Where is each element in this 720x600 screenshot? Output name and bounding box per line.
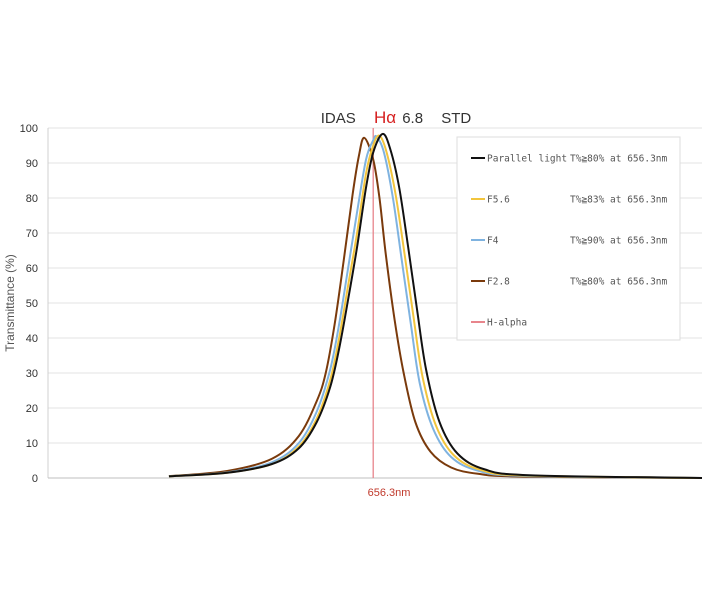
chart-title: IDAS Hα 6.8 STD [321, 108, 472, 127]
legend-label-h-alpha: H-alpha [487, 318, 527, 329]
y-tick-labels: 0 10 20 30 40 50 60 70 80 90 100 [20, 123, 38, 485]
legend-label-f4: F4 [487, 236, 499, 247]
y-tick-80: 80 [26, 193, 38, 205]
y-tick-0: 0 [32, 473, 38, 485]
title-accent: Hα [374, 108, 396, 127]
y-axis-label: Transmittance (%) [3, 254, 17, 352]
series-line-parallel-light [168, 132, 703, 479]
title-prefix: IDAS [321, 110, 356, 127]
legend-note-parallel-light: T%≧80% at 656.3nm [570, 154, 668, 165]
legend-box [456, 136, 681, 341]
legend-label-parallel-light: Parallel light [487, 154, 567, 165]
title-suffix: 6.8 [402, 110, 423, 127]
series-layer [168, 128, 703, 479]
series-line-f5-6 [168, 134, 703, 479]
legend-label-f2-8: F2.8 [487, 277, 510, 288]
y-tick-90: 90 [26, 158, 38, 170]
title-tail: STD [441, 110, 471, 127]
legend-label-f5-6: F5.6 [487, 195, 510, 206]
y-tick-20: 20 [26, 403, 38, 415]
y-tick-100: 100 [20, 123, 38, 135]
y-tick-30: 30 [26, 368, 38, 380]
legend-note-f4: T%≧90% at 656.3nm [570, 236, 668, 247]
y-tick-50: 50 [26, 298, 38, 310]
y-tick-70: 70 [26, 228, 38, 240]
series-line-f4 [168, 134, 703, 479]
legend-note-f5-6: T%≧83% at 656.3nm [570, 195, 668, 206]
legend-note-f2-8: T%≧80% at 656.3nm [570, 277, 668, 288]
annotation-656-3nm: 656.3nm [368, 487, 411, 499]
y-tick-10: 10 [26, 438, 38, 450]
y-tick-40: 40 [26, 333, 38, 345]
y-tick-60: 60 [26, 263, 38, 275]
